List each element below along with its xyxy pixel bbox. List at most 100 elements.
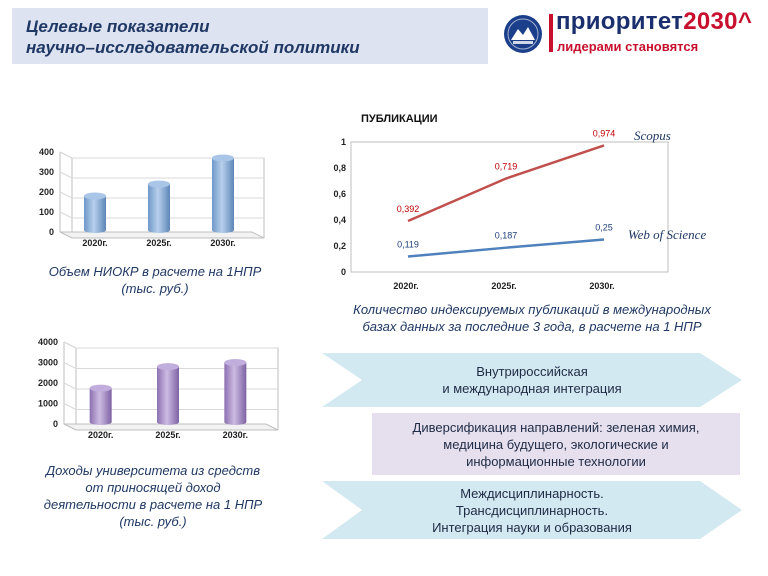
x-tick-label: 2020г. [393,281,418,291]
x-tick-label: 2030г. [223,430,248,440]
series-line-wos [407,238,605,258]
y-tick-label: 0 [49,227,54,237]
banner-line: Интеграция науки и образования [432,519,632,535]
data-label: 0,25 [595,223,613,233]
bar-top [224,359,247,366]
caption-line: Доходы университета из средств [45,463,261,478]
y-tick-label: 1000 [38,399,58,409]
banner-line: и международная интеграция [442,381,622,396]
banner-line: Внутрироссийская [476,364,588,379]
gridline [63,382,278,390]
y-tick-label: 1 [341,137,346,147]
priority-logo-wordmark: приоритет2030^ [556,8,752,36]
publications-line-chart: ПУБЛИКАЦИИ 0 0,2 0,4 0,6 0,8 1 2020г. 2025г. 2030… [333,113,706,291]
gridline [59,171,264,179]
bar-bottom [157,419,179,425]
bar [148,184,170,230]
banner-diversification: Диверсификация направлений: зеленая хими… [372,413,740,475]
income-bar-chart: 0 1000 2000 3000 4000 2020г. 2025г. 2030г. [38,337,279,440]
logo-slogan: лидерами становятся [557,39,699,54]
gridline [63,341,278,349]
series-line-scopus [407,144,605,223]
bar-bottom [148,227,170,233]
bar [212,158,234,230]
caption-line: от приносящей доход [85,480,221,495]
banner-chevron-shape [322,353,742,407]
bar-bottom [224,419,247,425]
rd-volume-bar-chart: 0 100 200 300 400 2020г. 2025г. 2030г. [39,147,265,248]
x-tick-label: 2020г. [88,430,113,440]
y-tick-label: 0,8 [333,163,346,173]
bar-top [148,180,170,188]
bar-top [157,363,179,371]
bar-top [212,154,234,162]
caption-line: (тыс. руб.) [119,514,187,529]
bar-bottom [212,227,234,233]
series-label: Scopus [634,128,671,143]
y-tick-label: 200 [39,187,54,197]
income-caption: Доходы университета из средств от принос… [18,462,288,530]
y-tick-label: 3000 [38,358,58,368]
caption-line: Объем НИОКР в расчете на 1НПР [48,264,262,279]
banner-line: информационные технологии [466,453,646,469]
university-emblem-icon [504,15,542,53]
title-box: Целевые показатели научно–исследовательс… [12,8,488,64]
caption-line: (тыс. руб.) [121,281,189,296]
page-title-line2: научно–исследовательской политики [26,38,360,57]
gridline [59,211,264,219]
logo-word-main: приоритет [556,8,684,35]
page-title-line1: Целевые показатели [26,17,210,36]
banner-line: Диверсификация направлений: зеленая хими… [412,419,700,435]
gridline [63,362,278,369]
x-tick-label: 2025г. [146,238,171,248]
y-tick-label: 0,4 [333,215,346,225]
bar [157,366,179,422]
y-tick-label: 400 [39,147,54,157]
banner-line: Междисциплинарность. [460,485,604,501]
banner-line: медицина будущего, экологические и [443,436,669,452]
gridline [59,191,264,199]
y-tick-label: 0 [53,419,58,429]
banner-chevron-shape [322,481,742,539]
data-label: 0,719 [495,162,518,172]
y-tick-label: 0,6 [333,189,346,199]
caption-line: Количество индексируемых публикаций в ме… [353,302,711,317]
data-label: 0,187 [495,231,518,241]
plot-area-border [350,141,669,273]
y-tick-label: 300 [39,167,54,177]
bar [224,362,247,422]
bar-top [84,192,106,200]
logo-divider [549,14,553,52]
x-tick-label: 2030г. [210,238,235,248]
y-tick-label: 100 [39,207,54,217]
bar-bottom [84,227,106,233]
banner-integration: Внутрироссийская и международная интегра… [322,353,742,407]
x-tick-label: 2030г. [589,281,614,291]
x-tick-label: 2025г. [491,281,516,291]
publications-caption: Количество индексируемых публикаций в ме… [322,301,742,335]
bar-bottom [89,419,112,425]
series-label: Web of Science [628,227,706,242]
bar [84,196,106,230]
y-tick-label: 4000 [38,337,58,347]
data-label: 0,392 [397,204,420,214]
banner-line: Трансдисциплинарность. [455,502,609,518]
y-tick-label: 0,2 [333,241,346,251]
data-label: 0,119 [397,240,419,250]
bar-top [89,384,112,392]
rd-volume-caption: Объем НИОКР в расчете на 1НПР (тыс. руб.… [20,263,290,297]
logo-word-year: 2030^ [683,8,753,35]
chart-title: ПУБЛИКАЦИИ [361,113,438,125]
gridline [59,151,264,159]
chart-floor [63,423,279,431]
bar [89,388,112,422]
data-label: 0,974 [593,128,616,138]
y-tick-label: 2000 [38,378,58,388]
chart-floor [59,231,265,239]
x-tick-label: 2025г. [155,430,180,440]
banner-rect-shape [372,413,740,475]
caption-line: деятельности в расчете на 1 НПР [43,497,263,512]
gridline [63,403,278,410]
x-tick-label: 2020г. [82,238,107,248]
